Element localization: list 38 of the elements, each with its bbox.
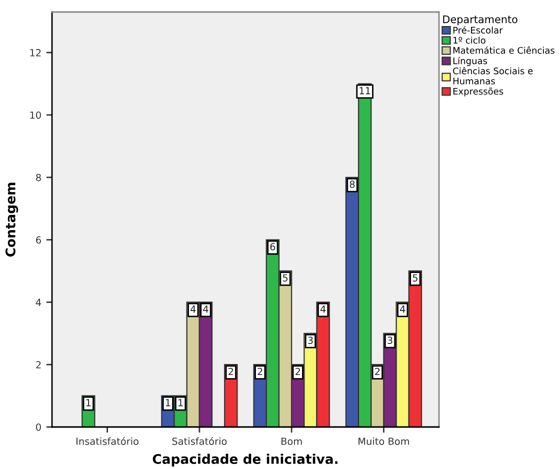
data-label: 2: [375, 368, 380, 376]
x-tick-label: Bom: [281, 438, 302, 445]
x-tick-label: Insatisfatório: [76, 437, 138, 445]
x-tick-label: Muito Bom: [358, 437, 409, 445]
legend-label: 1º ciclo: [454, 36, 486, 44]
data-label: 11: [360, 87, 370, 94]
y-tick-label: 0: [36, 423, 41, 431]
y-tick-label: 10: [30, 111, 41, 119]
y-tick-label: 8: [36, 174, 41, 182]
legend-label: Línguas: [453, 56, 488, 66]
data-label: 3: [308, 336, 313, 344]
legend-label: Pré-Escolar: [453, 26, 503, 34]
legend-label: Ciências Sociais e Humanas: [453, 66, 533, 84]
legend-label: Expressões: [453, 88, 504, 96]
data-label: 4: [320, 306, 326, 313]
data-label: 2: [228, 368, 234, 376]
x-axis-title: Capacidade de iniciativa.: [152, 454, 338, 467]
y-tick-label: 4: [36, 298, 42, 306]
y-tick-label: 6: [36, 236, 41, 244]
data-label: 5: [412, 274, 418, 282]
y-tick-label: 2: [36, 361, 41, 368]
data-label: 8: [350, 180, 355, 188]
data-label: 5: [282, 274, 288, 282]
data-label: 2: [295, 368, 300, 376]
data-label: 1: [178, 399, 183, 406]
data-label: 3: [388, 336, 392, 344]
x-tick-label: Satisfatório: [172, 437, 227, 445]
y-axis-title: Contagem: [5, 182, 18, 257]
data-label: 4: [400, 306, 406, 313]
data-label: 4: [190, 306, 196, 313]
data-label: 1: [86, 399, 91, 406]
legend-title: Departamento: [443, 15, 518, 26]
y-tick-label: 12: [30, 49, 41, 56]
data-label: 4: [203, 306, 208, 313]
data-label: 6: [270, 243, 276, 250]
data-label: 1: [166, 399, 170, 406]
data-label: 2: [258, 368, 262, 376]
legend-label: Matemática e Ciências: [453, 46, 554, 54]
